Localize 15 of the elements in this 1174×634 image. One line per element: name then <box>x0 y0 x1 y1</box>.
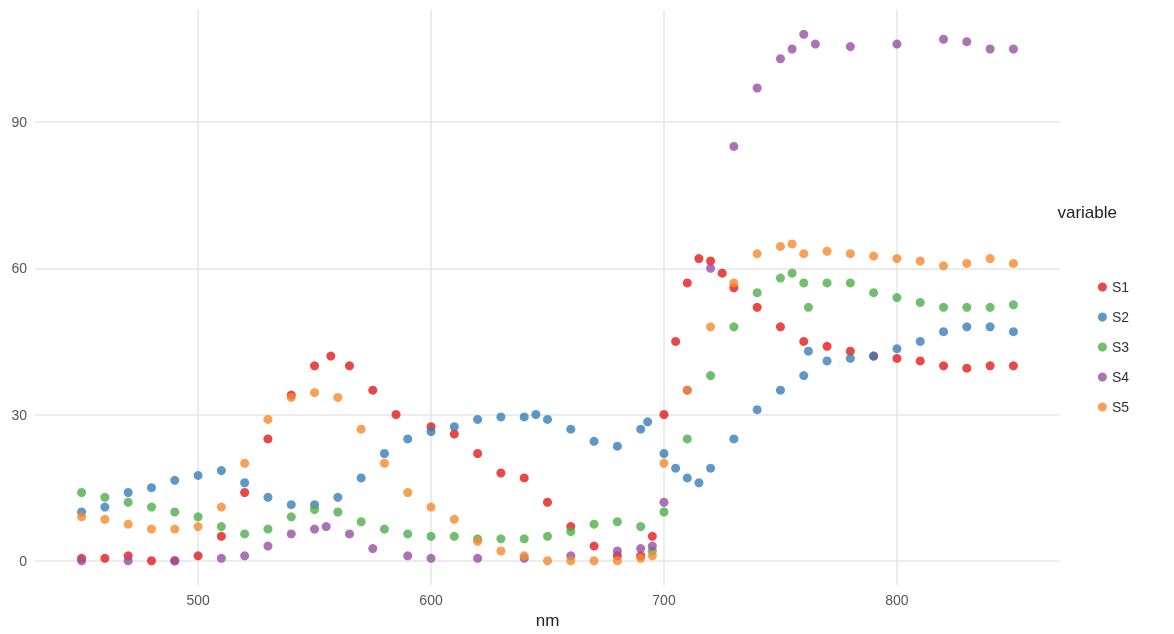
legend-label: S1 <box>1111 279 1130 295</box>
x-tick-label: 500 <box>186 592 210 609</box>
x-tick-label: 800 <box>885 592 909 609</box>
x-tick-label: 700 <box>652 592 676 609</box>
y-tick-label: 60 <box>11 260 28 277</box>
legend-label: S4 <box>1111 369 1130 385</box>
y-tick-label: 90 <box>11 114 28 131</box>
x-tick-label: 600 <box>419 592 443 609</box>
legend-label: S5 <box>1111 399 1130 415</box>
legend-label: S3 <box>1111 339 1130 355</box>
y-tick-label: 30 <box>11 406 28 423</box>
legend-label: S2 <box>1111 309 1130 325</box>
x-axis-title: nm <box>535 611 560 630</box>
y-tick-label: 0 <box>19 552 28 569</box>
legend-title: variable <box>1057 203 1118 222</box>
